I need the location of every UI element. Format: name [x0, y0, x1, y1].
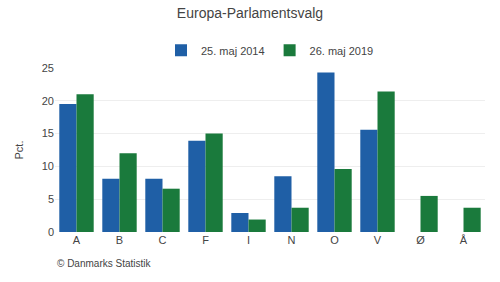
- svg-text:5: 5: [48, 193, 54, 205]
- svg-text:15: 15: [42, 127, 54, 139]
- svg-text:Europa-Parlamentsvalg: Europa-Parlamentsvalg: [177, 5, 323, 21]
- svg-text:O: O: [330, 234, 339, 246]
- svg-text:Å: Å: [460, 234, 468, 246]
- svg-text:V: V: [374, 234, 382, 246]
- svg-text:25: 25: [42, 62, 54, 74]
- svg-text:Pct.: Pct.: [13, 141, 25, 160]
- svg-text:A: A: [73, 234, 81, 246]
- svg-text:25. maj 2014: 25. maj 2014: [201, 45, 265, 57]
- svg-text:20: 20: [42, 95, 54, 107]
- svg-text:Ø: Ø: [416, 234, 425, 246]
- svg-text:B: B: [116, 234, 123, 246]
- svg-text:© Danmarks Statistik: © Danmarks Statistik: [57, 258, 152, 269]
- svg-text:I: I: [247, 234, 250, 246]
- svg-text:F: F: [202, 234, 209, 246]
- svg-text:C: C: [159, 234, 167, 246]
- svg-text:10: 10: [42, 160, 54, 172]
- svg-text:N: N: [288, 234, 296, 246]
- svg-text:0: 0: [48, 226, 54, 238]
- svg-text:26. maj 2019: 26. maj 2019: [310, 45, 374, 57]
